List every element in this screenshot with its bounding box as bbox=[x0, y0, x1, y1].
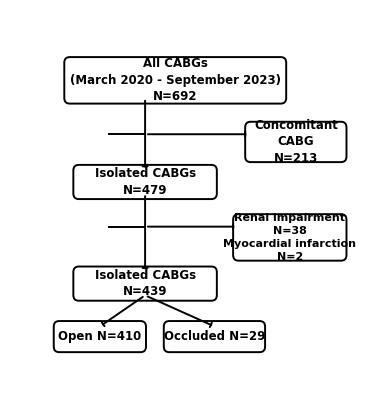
Text: Open N=410: Open N=410 bbox=[58, 330, 142, 343]
Text: Occluded N=29: Occluded N=29 bbox=[164, 330, 265, 343]
FancyBboxPatch shape bbox=[233, 214, 347, 261]
Text: Renal impairment
N=38
Myocardial infarction
N=2: Renal impairment N=38 Myocardial infarct… bbox=[223, 213, 356, 262]
FancyBboxPatch shape bbox=[64, 57, 286, 104]
Text: All CABGs
(March 2020 - September 2023)
N=692: All CABGs (March 2020 - September 2023) … bbox=[70, 57, 281, 103]
FancyBboxPatch shape bbox=[164, 321, 265, 352]
FancyBboxPatch shape bbox=[54, 321, 146, 352]
FancyBboxPatch shape bbox=[245, 122, 347, 162]
FancyBboxPatch shape bbox=[74, 266, 217, 301]
Text: Isolated CABGs
N=479: Isolated CABGs N=479 bbox=[95, 167, 196, 197]
Text: Isolated CABGs
N=439: Isolated CABGs N=439 bbox=[95, 269, 196, 298]
Text: Concomitant
CABG
N=213: Concomitant CABG N=213 bbox=[254, 119, 338, 165]
FancyBboxPatch shape bbox=[74, 165, 217, 199]
